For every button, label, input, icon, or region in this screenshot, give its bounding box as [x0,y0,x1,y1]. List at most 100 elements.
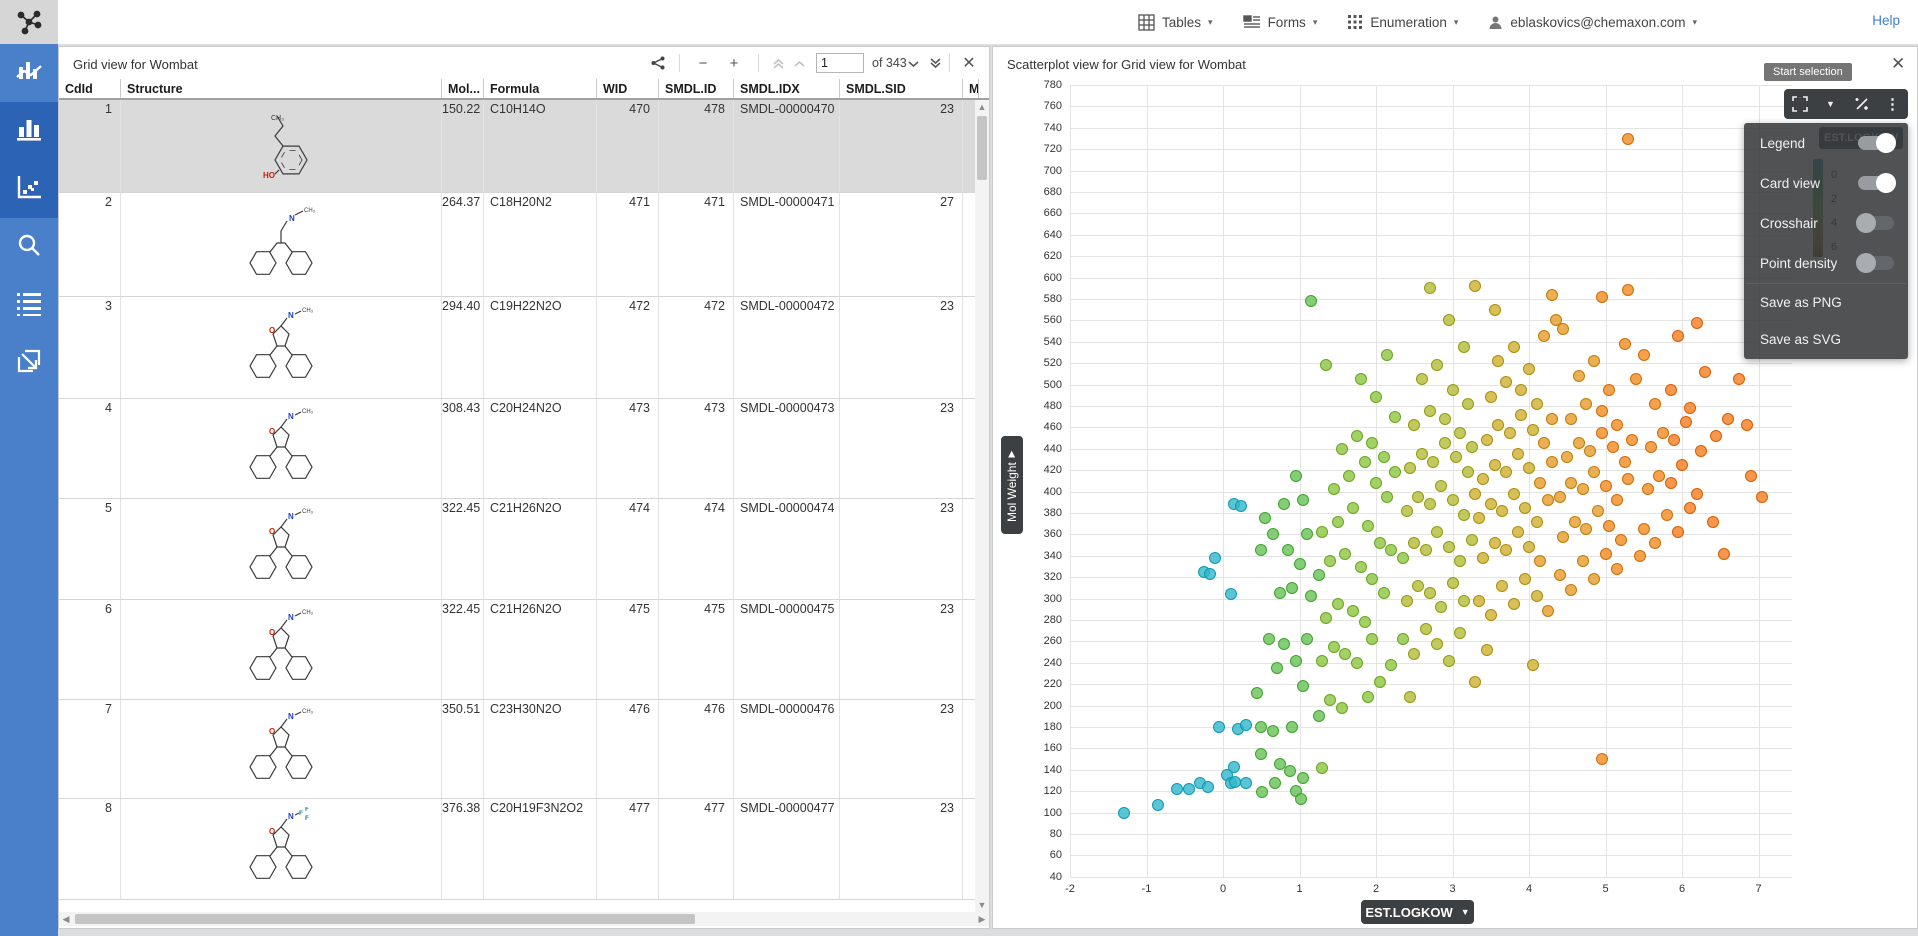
scatter-point[interactable] [1485,498,1497,510]
sidebar-item-bar-chart[interactable] [0,102,58,160]
kebab-menu-icon[interactable]: ⋮ [1881,92,1905,116]
scatter-point[interactable] [1267,528,1279,540]
scatter-point[interactable] [1313,569,1325,581]
scatter-point[interactable] [1489,459,1501,471]
toggle-switch[interactable] [1858,256,1894,270]
scatter-point[interactable] [1665,384,1677,396]
scatter-point[interactable] [1332,598,1344,610]
scatter-point[interactable] [1531,590,1543,602]
scatter-point[interactable] [1733,373,1745,385]
scatter-point[interactable] [1240,777,1252,789]
scatter-point[interactable] [1512,526,1524,538]
scatter-point[interactable] [1297,494,1309,506]
table-row[interactable]: 7ONCH₃350.51C23H30N2O476476SMDL-00000476… [59,700,977,799]
scatter-point[interactable] [1209,552,1221,564]
scatter-point[interactable] [1622,473,1634,485]
scatter-point[interactable] [1600,548,1612,560]
scatter-point[interactable] [1565,477,1577,489]
scatter-point[interactable] [1263,633,1275,645]
scatter-point[interactable] [1603,520,1615,532]
scatter-point[interactable] [1584,445,1596,457]
menu-item-save-as-svg[interactable]: Save as SVG [1744,321,1908,358]
scatter-point[interactable] [1565,584,1577,596]
scatter-point[interactable] [1424,498,1436,510]
app-logo[interactable] [0,0,58,44]
scatter-point[interactable] [1274,587,1286,599]
grid-vertical-scrollbar[interactable]: ▲ ▼ [975,100,989,912]
scatter-point[interactable] [1554,491,1566,503]
scatter-point[interactable] [1235,500,1247,512]
scatter-point[interactable] [1458,341,1470,353]
scatter-point[interactable] [1316,526,1328,538]
share-icon[interactable] [648,54,668,72]
scatter-point[interactable] [1538,437,1550,449]
scatter-point[interactable] [1454,427,1466,439]
scatter-point[interactable] [1642,483,1654,495]
scatter-point[interactable] [1588,355,1600,367]
grid-horizontal-scrollbar[interactable]: ◀ ▶ [59,912,989,926]
scatter-point[interactable] [1622,133,1634,145]
scatter-point[interactable] [1596,427,1608,439]
scatter-point[interactable] [1305,295,1317,307]
scatter-point[interactable] [1492,419,1504,431]
scatter-point[interactable] [1538,330,1550,342]
scatter-point[interactable] [1500,544,1512,556]
scatter-point[interactable] [1282,544,1294,556]
scatter-point[interactable] [1481,644,1493,656]
scatter-point[interactable] [1362,520,1374,532]
scatter-point[interactable] [1531,516,1543,528]
scatter-point[interactable] [1454,555,1466,567]
scatter-point[interactable] [1515,409,1527,421]
scatter-point[interactable] [1523,363,1535,375]
scatter-point[interactable] [1316,655,1328,667]
scatter-point[interactable] [1466,441,1478,453]
table-row[interactable]: 3ONCH₃294.40C19H22N2O472472SMDL-00000472… [59,297,977,399]
scatter-point[interactable] [1362,691,1374,703]
scatter-point[interactable] [1668,434,1680,446]
forms-menu[interactable]: Forms ▾ [1243,15,1318,30]
scatter-point[interactable] [1171,783,1183,795]
table-row[interactable]: 4ONCH₃308.43C20H24N2O473473SMDL-00000473… [59,399,977,499]
scatter-point[interactable] [1385,659,1397,671]
column-header-formula[interactable]: Formula [484,79,597,98]
scroll-up-icon[interactable]: ▲ [975,100,989,114]
scatter-point[interactable] [1473,595,1485,607]
scatter-point[interactable] [1255,544,1267,556]
scatter-point[interactable] [1339,548,1351,560]
scatter-point[interactable] [1271,662,1283,674]
scatter-point[interactable] [1695,445,1707,457]
scatter-point[interactable] [1546,456,1558,468]
previous-page-button[interactable] [789,54,809,72]
scatter-point[interactable] [1290,470,1302,482]
scatter-point[interactable] [1546,289,1558,301]
scatter-point[interactable] [1508,598,1520,610]
scatter-point[interactable] [1496,505,1508,517]
scatter-point[interactable] [1228,761,1240,773]
scatter-point[interactable] [1573,370,1585,382]
scatter-point[interactable] [1424,405,1436,417]
scatter-point[interactable] [1577,555,1589,567]
zoom-out-button[interactable]: − [693,54,713,72]
column-header-m[interactable]: M [963,79,979,98]
tables-menu[interactable]: Tables ▾ [1138,14,1213,31]
scatter-point[interactable] [1443,314,1455,326]
scatter-point[interactable] [1374,537,1386,549]
scatter-point[interactable] [1473,512,1485,524]
column-header-cdid[interactable]: CdId [59,79,121,98]
scatter-point[interactable] [1477,473,1489,485]
scatter-point[interactable] [1699,366,1711,378]
scatter-point[interactable] [1202,781,1214,793]
scatter-point[interactable] [1301,528,1313,540]
scatter-point[interactable] [1295,793,1307,805]
scatter-point[interactable] [1500,376,1512,388]
scatter-point[interactable] [1284,765,1296,777]
menu-item-save-as-png[interactable]: Save as PNG [1744,284,1908,321]
scatter-point[interactable] [1649,537,1661,549]
scatter-point[interactable] [1603,384,1615,396]
scrollbar-thumb[interactable] [75,914,695,924]
scatter-point[interactable] [1351,430,1363,442]
scatter-point[interactable] [1600,480,1612,492]
scatter-point[interactable] [1294,558,1306,570]
scatter-point[interactable] [1489,537,1501,549]
scatter-point[interactable] [1492,355,1504,367]
